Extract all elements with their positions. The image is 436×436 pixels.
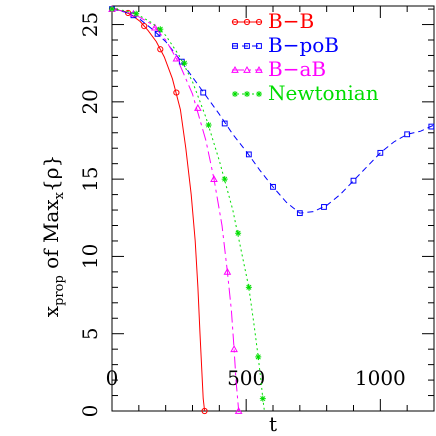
svg-text:25: 25 (78, 12, 102, 37)
y-tick-labels: 0 5 10 15 20 25 (78, 12, 102, 418)
data-point (221, 120, 228, 127)
data-point (235, 230, 242, 237)
data-point (231, 18, 239, 26)
data-point (270, 183, 276, 190)
x-tick-labels: 0 500 1000 (106, 366, 406, 390)
data-point (181, 60, 188, 67)
series-line (111, 8, 206, 412)
legend-label: B−poB (268, 33, 339, 57)
data-point (201, 407, 208, 415)
y-tick-label: 15 (78, 166, 102, 191)
legend-item: Newtonian (232, 81, 379, 105)
data-point (243, 18, 251, 26)
x-tick-label: 1000 (355, 366, 406, 390)
data-point (231, 65, 239, 73)
data-point (223, 267, 232, 275)
data-point (428, 123, 435, 130)
data-point (243, 65, 251, 73)
y-tick-label: 10 (78, 244, 102, 269)
y-tick-label: 0 (78, 405, 102, 418)
data-point (210, 175, 218, 183)
data-point (255, 18, 263, 26)
y-tick-label: 25 (78, 12, 102, 37)
series-line (111, 8, 435, 214)
data-point (109, 6, 115, 13)
data-point (205, 122, 212, 129)
data-point (172, 54, 181, 62)
axis-ticks (111, 6, 435, 412)
legend-label: Newtonian (268, 81, 379, 105)
data-point (221, 176, 228, 183)
data-point (255, 353, 262, 360)
y-axis-title-main: x (39, 305, 63, 317)
series-1 (108, 5, 208, 415)
data-point (173, 89, 180, 96)
series-line (111, 8, 240, 412)
svg-text:0: 0 (78, 405, 102, 418)
data-point (256, 43, 262, 49)
data-point (255, 65, 263, 73)
svg-text:20: 20 (78, 89, 102, 114)
data-point (296, 210, 303, 217)
legend-label: B−aB (268, 57, 326, 81)
y-axis-title-sub: prop (52, 275, 67, 306)
data-point (245, 151, 252, 158)
y-tick-label: 20 (78, 89, 102, 114)
svg-text:5: 5 (78, 327, 102, 340)
series-4 (109, 6, 266, 412)
data-point (200, 89, 207, 96)
y-tick-label: 5 (78, 327, 102, 340)
data-point (244, 91, 250, 97)
data-point (157, 46, 164, 53)
y-axis-title-brace: {ρ} (39, 155, 63, 192)
data-point (232, 43, 238, 49)
data-point (133, 10, 140, 17)
svg-text:xprop of Maxx{ρ}: xprop of Maxx{ρ} (39, 155, 67, 317)
data-point (194, 103, 202, 111)
series-line (111, 8, 265, 412)
y-axis-title-sub2: x (52, 191, 67, 199)
data-point (151, 23, 159, 31)
data-point (259, 395, 266, 402)
data-point (404, 131, 411, 138)
legend-item: B−B (231, 9, 314, 33)
legend-item: B−aB (231, 57, 326, 81)
data-point (230, 345, 238, 353)
data-point (256, 91, 262, 97)
x-tick-label: 0 (106, 366, 119, 390)
data-point (377, 149, 384, 156)
series-group (108, 5, 435, 415)
data-point (244, 43, 250, 49)
legend-item: B−poB (232, 33, 339, 57)
y-axis-title-mid: of Max (39, 199, 63, 276)
x-tick-label: 500 (227, 366, 265, 390)
data-point (350, 177, 357, 184)
data-point (245, 284, 252, 291)
data-point (141, 22, 148, 30)
svg-text:10: 10 (78, 244, 102, 269)
data-point (157, 26, 164, 33)
data-point (232, 91, 238, 97)
x-axis-title: t (269, 412, 277, 436)
y-axis-title: xprop of Maxx{ρ} (39, 155, 67, 317)
data-point (234, 406, 243, 414)
series-3 (108, 5, 243, 414)
legend-label: B−B (268, 9, 314, 33)
svg-text:15: 15 (78, 166, 102, 191)
data-point (321, 204, 327, 210)
